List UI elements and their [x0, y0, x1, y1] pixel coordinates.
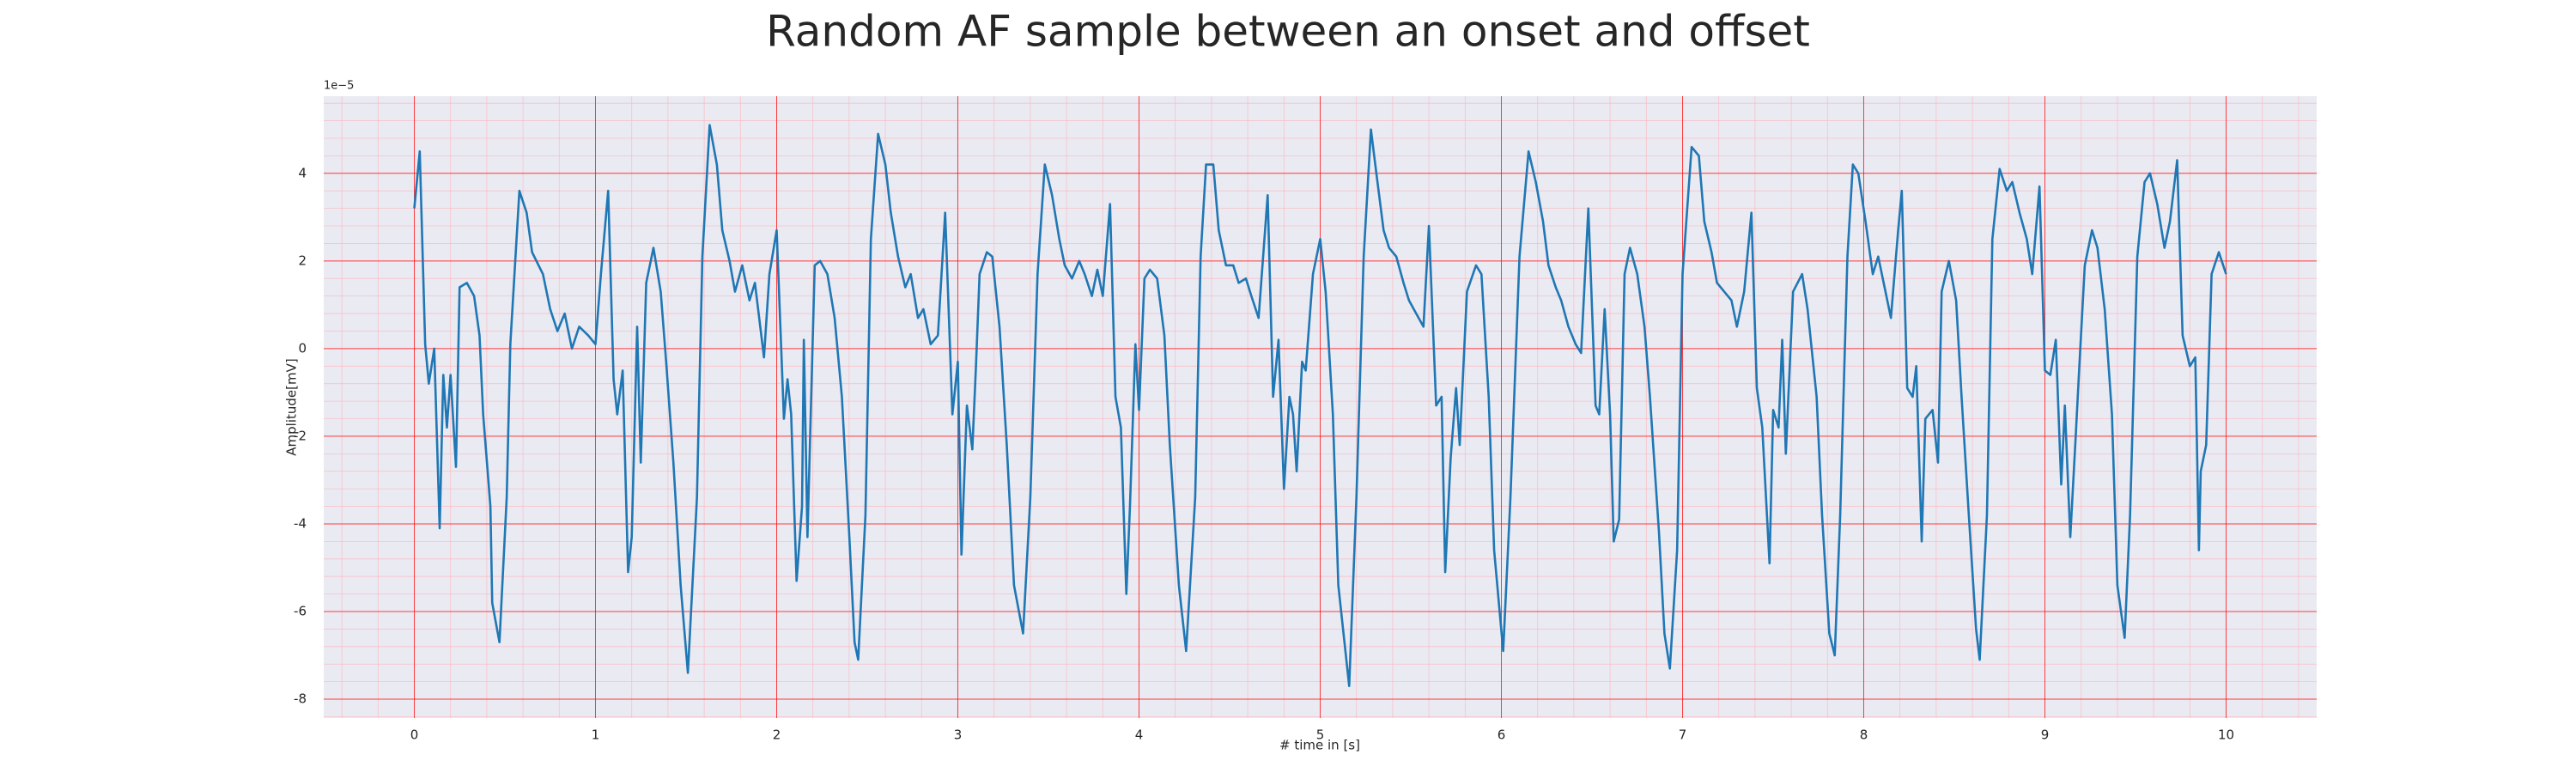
x-tick-label: 8 [1860, 727, 1868, 743]
y-offset-label: 1e−5 [324, 80, 354, 93]
y-axis-label: Amplitude[mV] [284, 358, 300, 455]
y-tick-label: 4 [298, 165, 307, 180]
x-tick-label: 10 [2218, 727, 2234, 743]
x-tick-label: 1 [592, 727, 600, 743]
x-tick-label: 3 [954, 727, 963, 743]
signal-line [413, 124, 2227, 688]
y-tick-label: -4 [294, 515, 307, 531]
chart-title: Random AF sample between an onset and of… [766, 7, 1810, 57]
y-tick-label: -6 [294, 604, 307, 619]
y-tick-label: 0 [298, 340, 307, 356]
y-tick-label: 2 [298, 253, 307, 268]
x-axis-label: # time in [s] [1279, 738, 1360, 753]
x-tick-label: 0 [410, 727, 419, 743]
x-tick-label: 9 [2041, 727, 2050, 743]
y-tick-label: -2 [294, 428, 307, 443]
x-tick-label: 6 [1498, 727, 1506, 743]
x-tick-label: 5 [1316, 727, 1325, 743]
x-tick-label: 4 [1135, 727, 1144, 743]
y-tick-label: -8 [294, 691, 307, 707]
x-tick-label: 7 [1679, 727, 1687, 743]
x-tick-label: 2 [773, 727, 781, 743]
